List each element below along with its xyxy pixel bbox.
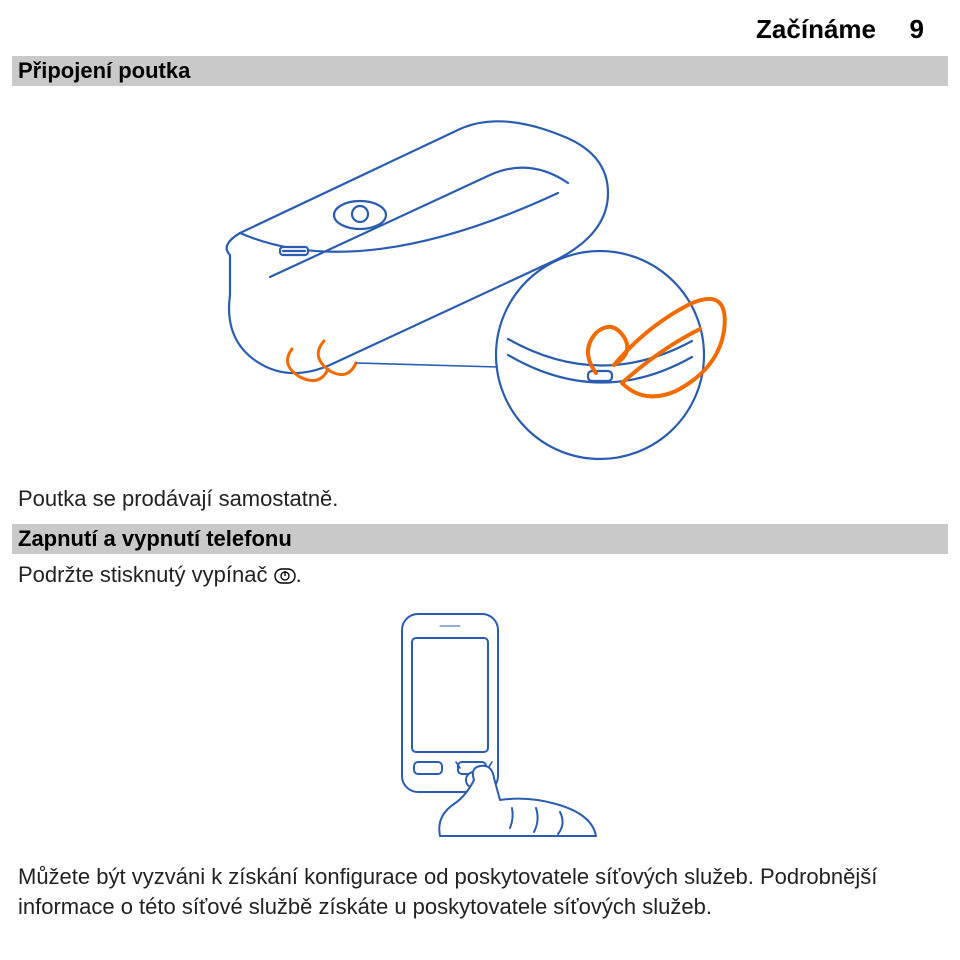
section-heading-bar: Připojení poutka [12,56,948,86]
period: . [296,562,302,587]
phone-strap-illustration [160,105,800,465]
power-button-icon [274,562,296,580]
section-heading-bar-2: Zapnutí a vypnutí telefonu [12,524,948,554]
figure-power-press [360,608,600,838]
section-heading-text: Připojení poutka [18,58,190,84]
phone-power-illustration [360,608,600,838]
figure-caption: Poutka se prodávají samostatně. [18,484,338,514]
figure-strap [160,105,800,465]
page-title: Začínáme [756,14,876,45]
power-instruction: Podržte stisknutý vypínač . [18,560,302,590]
network-config-paragraph: Můžete být vyzváni k získání konfigurace… [18,862,942,921]
page-number: 9 [910,14,924,45]
power-instruction-text: Podržte stisknutý vypínač [18,562,267,587]
section-heading-text-2: Zapnutí a vypnutí telefonu [18,526,292,552]
